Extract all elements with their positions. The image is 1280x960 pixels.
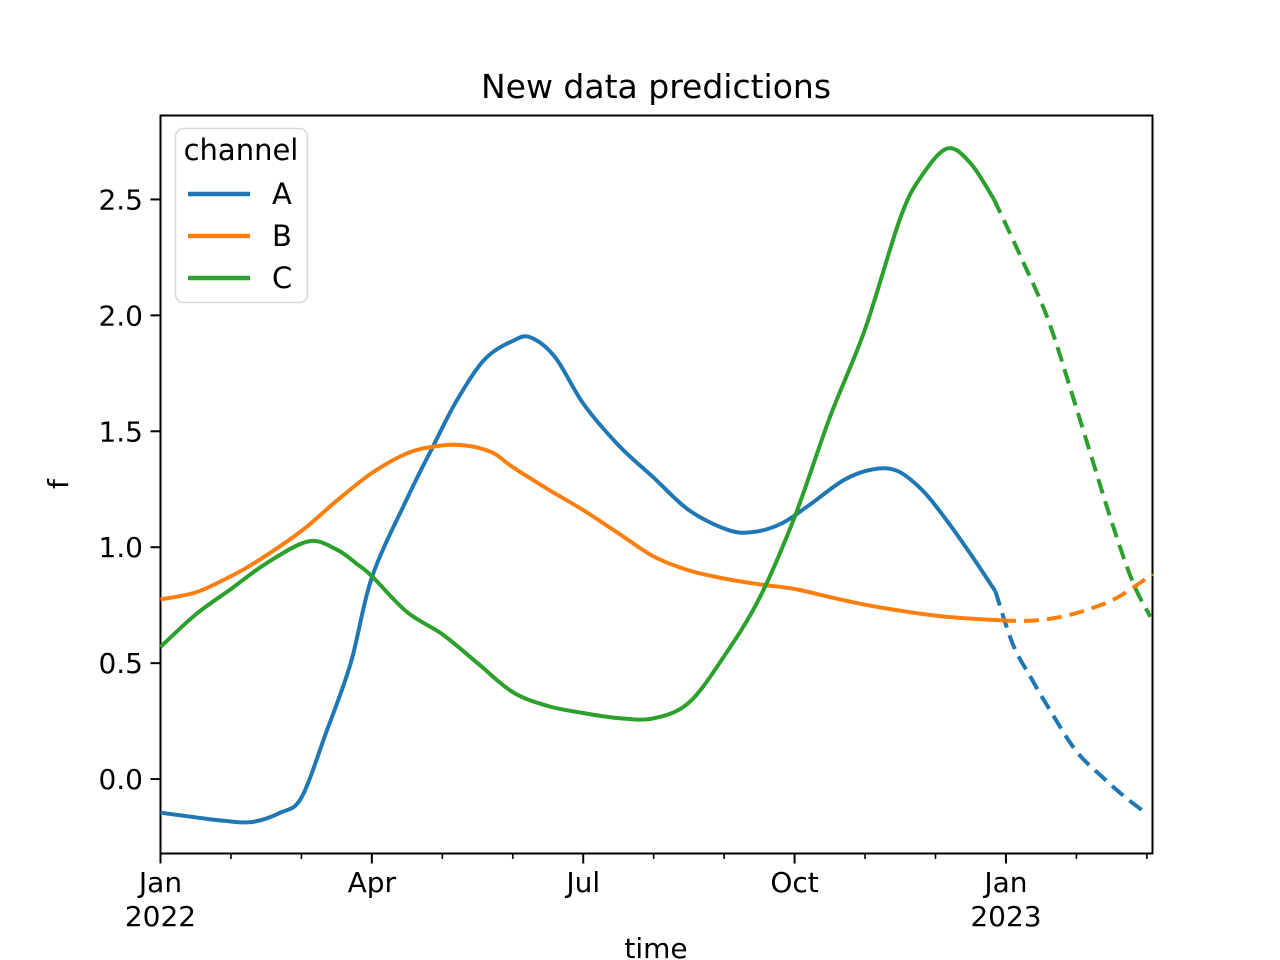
y-tick-label-1.5: 1.5 [98, 415, 143, 448]
y-axis-label: f [42, 478, 75, 489]
y-tick-label-0.0: 0.0 [98, 763, 143, 796]
x-tick-sublabel: 2022 [125, 900, 196, 933]
legend-box [174, 127, 309, 304]
legend-label-C: C [272, 261, 292, 295]
x-tick-label: Apr [348, 866, 397, 899]
x-axis-label: time [624, 932, 687, 960]
series-C-dashed-line [992, 198, 1153, 618]
x-tick-label: Oct [770, 866, 818, 899]
legend-title: channel [184, 133, 299, 167]
plot-border [159, 114, 1154, 855]
legend-items-group: ABC [188, 177, 292, 295]
y-tick-label-2.5: 2.5 [98, 183, 143, 216]
series-lines-group [159, 146, 1154, 825]
legend-label-A: A [272, 177, 292, 211]
x-tick-sublabel: 2023 [970, 900, 1041, 933]
x-tick-label: Jul [564, 866, 600, 899]
y-tick-label-2.0: 2.0 [98, 299, 143, 332]
y-tick-label-1.0: 1.0 [98, 531, 143, 564]
chart-title: New data predictions [481, 67, 831, 106]
series-C-solid-line [159, 146, 996, 722]
y-tick-label-0.5: 0.5 [98, 647, 143, 680]
series-A-solid-line [160, 334, 998, 825]
legend-label-B: B [272, 219, 292, 253]
series-A-dashed-line [993, 590, 1149, 816]
series-B-solid-line [160, 442, 1002, 623]
series-B-dashed-line [1000, 572, 1154, 623]
legend: channel ABC [174, 127, 309, 304]
x-tick-label: Jan [982, 866, 1027, 899]
x-tick-label: Jan [137, 866, 182, 899]
